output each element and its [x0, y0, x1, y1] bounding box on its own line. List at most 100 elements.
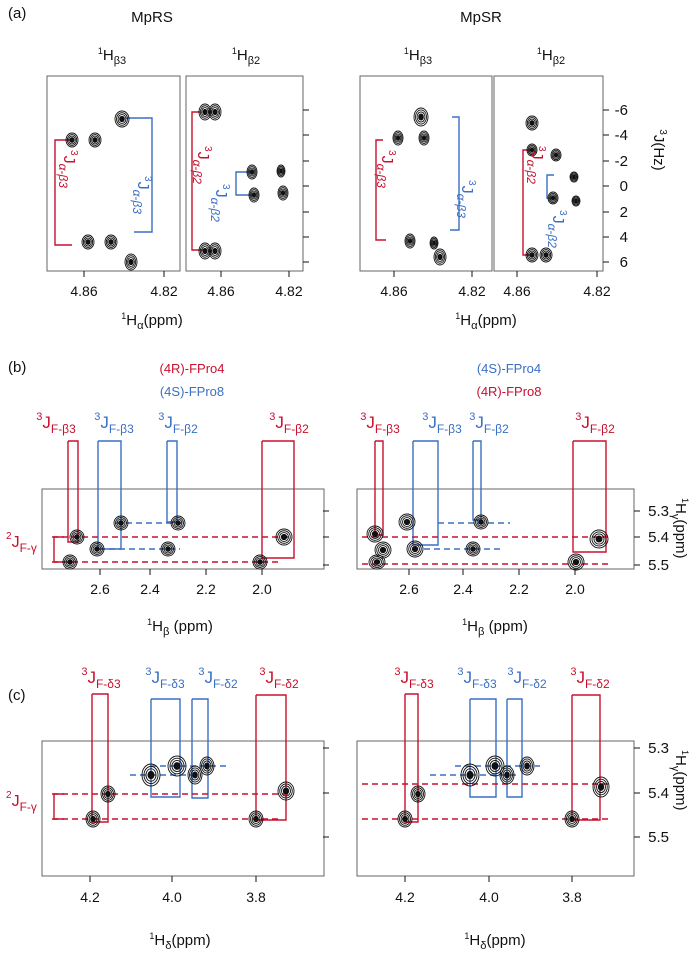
panel-b-x-tick-label: 2.2 [509, 581, 529, 597]
panel-c-x-tick-label: 4.2 [395, 889, 415, 905]
nmr-peak [433, 248, 447, 266]
contour-ring [415, 109, 427, 125]
nmr-peak [141, 763, 161, 787]
bracket-red [255, 694, 287, 821]
contour-ring [173, 518, 183, 528]
bracket-red [191, 111, 205, 251]
j-label-F-gamma: 2JF-γ [6, 531, 37, 555]
nmr-peak [89, 541, 105, 557]
nmr-peak [398, 513, 416, 531]
contour-ring [373, 559, 381, 565]
contour-ring [202, 247, 208, 255]
contour-ring [163, 544, 173, 554]
nmr-peak [397, 810, 413, 828]
nmr-peak [248, 187, 260, 203]
contour-ring [113, 515, 129, 531]
nmr-peak [550, 148, 562, 162]
contour-ring [394, 133, 402, 143]
j-label-F-gamma: 2JF-γ [6, 790, 37, 814]
bracket-red [572, 440, 607, 553]
contour-ring [281, 785, 291, 797]
contour-ring [108, 239, 114, 245]
panel-a-x-tick-label: 4.86 [70, 283, 97, 299]
contour-ring [199, 244, 211, 258]
contour-ring [92, 544, 102, 554]
nmr-peak [485, 755, 505, 777]
nmr-peak [198, 242, 212, 260]
contour-ring [104, 234, 118, 250]
contour-ring [491, 762, 499, 770]
bracket-blue [450, 116, 460, 231]
nmr-peak [569, 171, 579, 183]
contour-ring [103, 789, 113, 799]
contour-ring [91, 135, 99, 145]
nmr-peak [571, 195, 581, 207]
contour-ring [397, 810, 413, 828]
contour-ring [204, 762, 210, 770]
nmr-peak [465, 541, 481, 557]
j-label-F-beta: 3JF-β3 [36, 411, 76, 436]
contour-ring [478, 519, 484, 525]
contour-ring [248, 810, 264, 828]
j-label-F-delta: 3JF-δ2 [259, 666, 299, 691]
contour-ring [254, 556, 266, 568]
panel-b-y-label: 1Hγ(ppm) [669, 498, 689, 559]
contour-ring [468, 544, 478, 554]
nmr-peak [167, 755, 187, 777]
contour-ring [593, 533, 605, 545]
contour-ring [201, 758, 213, 774]
contour-ring [519, 756, 535, 776]
contour-ring [526, 249, 538, 261]
contour-ring [436, 252, 444, 262]
contour-ring [404, 233, 416, 249]
contour-ring [114, 110, 130, 128]
contour-ring [249, 189, 259, 201]
contour-ring [190, 769, 200, 781]
contour-ring [128, 258, 134, 266]
contour-ring [89, 134, 101, 146]
contour-ring [62, 554, 78, 570]
contour-ring [398, 513, 416, 531]
panel-a-plot-box [185, 75, 304, 272]
bracket-blue [166, 440, 178, 523]
panel-a-plot-box [493, 75, 604, 272]
nmr-peak [170, 515, 186, 531]
j-label-F-delta: 3JF-δ2 [507, 666, 547, 691]
contour-ring [211, 107, 219, 117]
panel-a-x-tick-label: 4.86 [503, 283, 530, 299]
contour-ring [160, 541, 176, 557]
contour-ring [87, 812, 99, 826]
contour-ring [105, 236, 117, 248]
contour-ring [276, 164, 286, 178]
contour-ring [464, 768, 476, 782]
contour-ring [91, 543, 103, 555]
contour-ring [209, 105, 221, 119]
contour-ring [198, 103, 212, 121]
contour-ring [371, 530, 379, 538]
contour-ring [202, 760, 212, 772]
contour-ring [147, 770, 155, 780]
contour-ring [529, 147, 535, 153]
contour-ring [175, 520, 181, 526]
panel-a-title-mprs: MpRS [131, 9, 173, 26]
contour-ring [102, 787, 114, 801]
contour-ring [372, 557, 382, 567]
panel-a-x-tick-label: 4.86 [207, 283, 234, 299]
panel-b-x-label: 1Hβ (ppm) [462, 617, 528, 638]
contour-ring [212, 108, 218, 116]
contour-ring [416, 111, 426, 123]
contour-ring [437, 253, 443, 261]
contour-ring [526, 143, 538, 157]
contour-ring [420, 133, 428, 143]
panel-b-plot-box [356, 488, 635, 570]
contour-ring [433, 248, 447, 266]
contour-ring [547, 191, 559, 205]
panel-c-letter: (c) [8, 687, 26, 704]
contour-ring [68, 135, 76, 145]
contour-ring [69, 529, 85, 545]
panel-b-y-tick-label: 5.5 [648, 557, 669, 574]
contour-ring [67, 559, 73, 565]
nmr-peak [374, 541, 392, 559]
contour-ring [208, 242, 222, 260]
contour-ring [475, 516, 487, 528]
